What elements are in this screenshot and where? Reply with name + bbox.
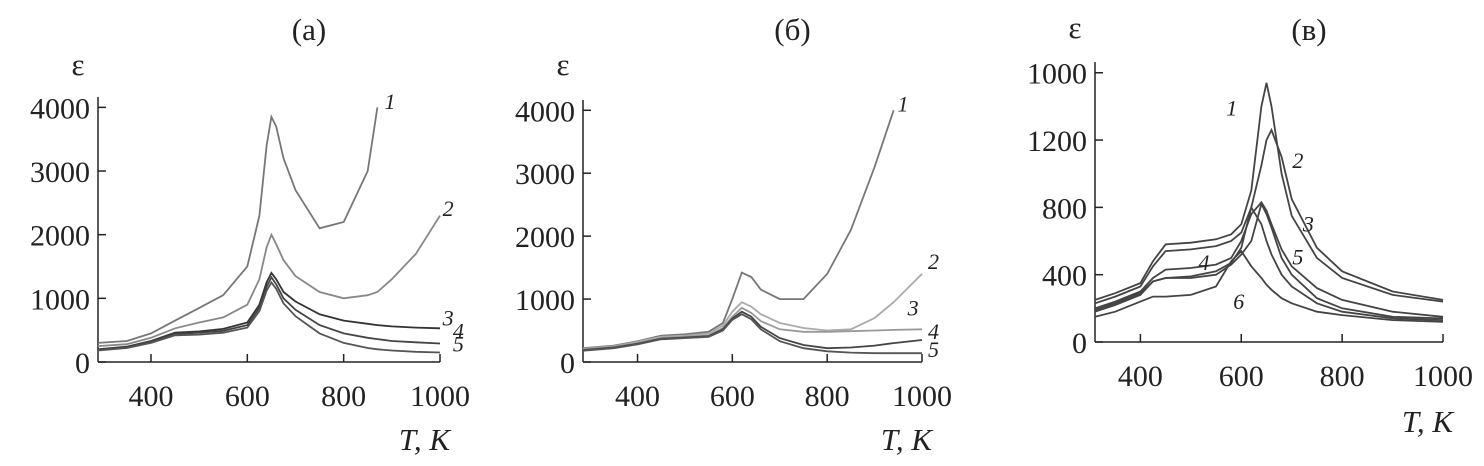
x-tick-label: 400 [128,380,173,413]
curve [1094,205,1444,321]
curve [1094,82,1444,303]
y-tick-label: 1000 [30,283,90,316]
curve-label: 4 [1198,250,1209,275]
curve-label: 4 [453,319,464,344]
y-tick-label: 0 [560,347,575,380]
curve-label: 5 [928,337,939,362]
curve [1094,200,1444,318]
curve-label: 2 [1292,148,1303,173]
panel-title: (а) [292,12,326,47]
x-tick-label: 1000 [1413,360,1473,393]
y-tick-label: 4000 [30,92,90,125]
y-tick-label: 0 [75,347,90,380]
y-tick-label: 800 [1042,192,1087,225]
curve [97,107,379,344]
y-tick-label: 3000 [30,156,90,189]
curve-label: 2 [443,196,454,221]
panel-title: (в) [1291,12,1326,47]
x-axis-label: T, K [881,422,934,457]
curve-label: 1 [1226,96,1237,121]
curve [97,280,441,354]
y-axis-label: ε [71,47,84,82]
y-tick-label: 2000 [515,221,575,254]
curve-label: 3 [907,296,919,321]
curve [97,271,441,351]
x-tick-label: 800 [805,380,850,413]
x-tick-label: 800 [321,380,366,413]
curve [97,215,441,347]
panel-title: (б) [774,12,810,47]
curve-label: 5 [1292,245,1303,270]
curve-label: 1 [897,92,908,117]
x-tick-label: 600 [1219,360,1264,393]
curve [582,273,923,350]
curve-label: 5 [453,332,464,357]
y-tick-label: 4000 [515,95,575,128]
x-tick-label: 400 [1118,360,1163,393]
y-tick-label: 1000 [515,284,575,317]
curve-label: 1 [384,89,395,114]
y-axis-label: ε [1068,10,1081,45]
y-tick-label: 1000 [1027,58,1087,91]
x-tick-label: 400 [615,380,660,413]
curve-label: 4 [928,319,939,344]
curve-label: 2 [928,249,939,274]
x-axis-label: T, K [399,422,452,457]
curve-label: 3 [442,305,454,330]
curve-label: 3 [1302,212,1314,237]
y-tick-label: 2000 [30,220,90,253]
curve [1094,249,1444,323]
x-tick-label: 1000 [892,380,952,413]
curve [582,306,923,351]
curve [582,313,922,355]
x-tick-label: 800 [1320,360,1365,393]
curve-label: 6 [1233,289,1244,314]
y-axis-label: ε [556,47,569,82]
curve [1094,201,1444,320]
y-tick-label: 400 [1042,260,1087,293]
y-tick-label: 3000 [515,158,575,191]
y-tick-label: 0 [1072,327,1087,360]
x-tick-label: 600 [710,380,755,413]
curve [97,275,441,351]
curve [582,110,895,350]
y-tick-label: 1200 [1027,125,1087,158]
x-axis-label: T, K [1402,404,1455,439]
x-tick-label: 1000 [410,380,470,413]
x-tick-label: 600 [225,380,270,413]
